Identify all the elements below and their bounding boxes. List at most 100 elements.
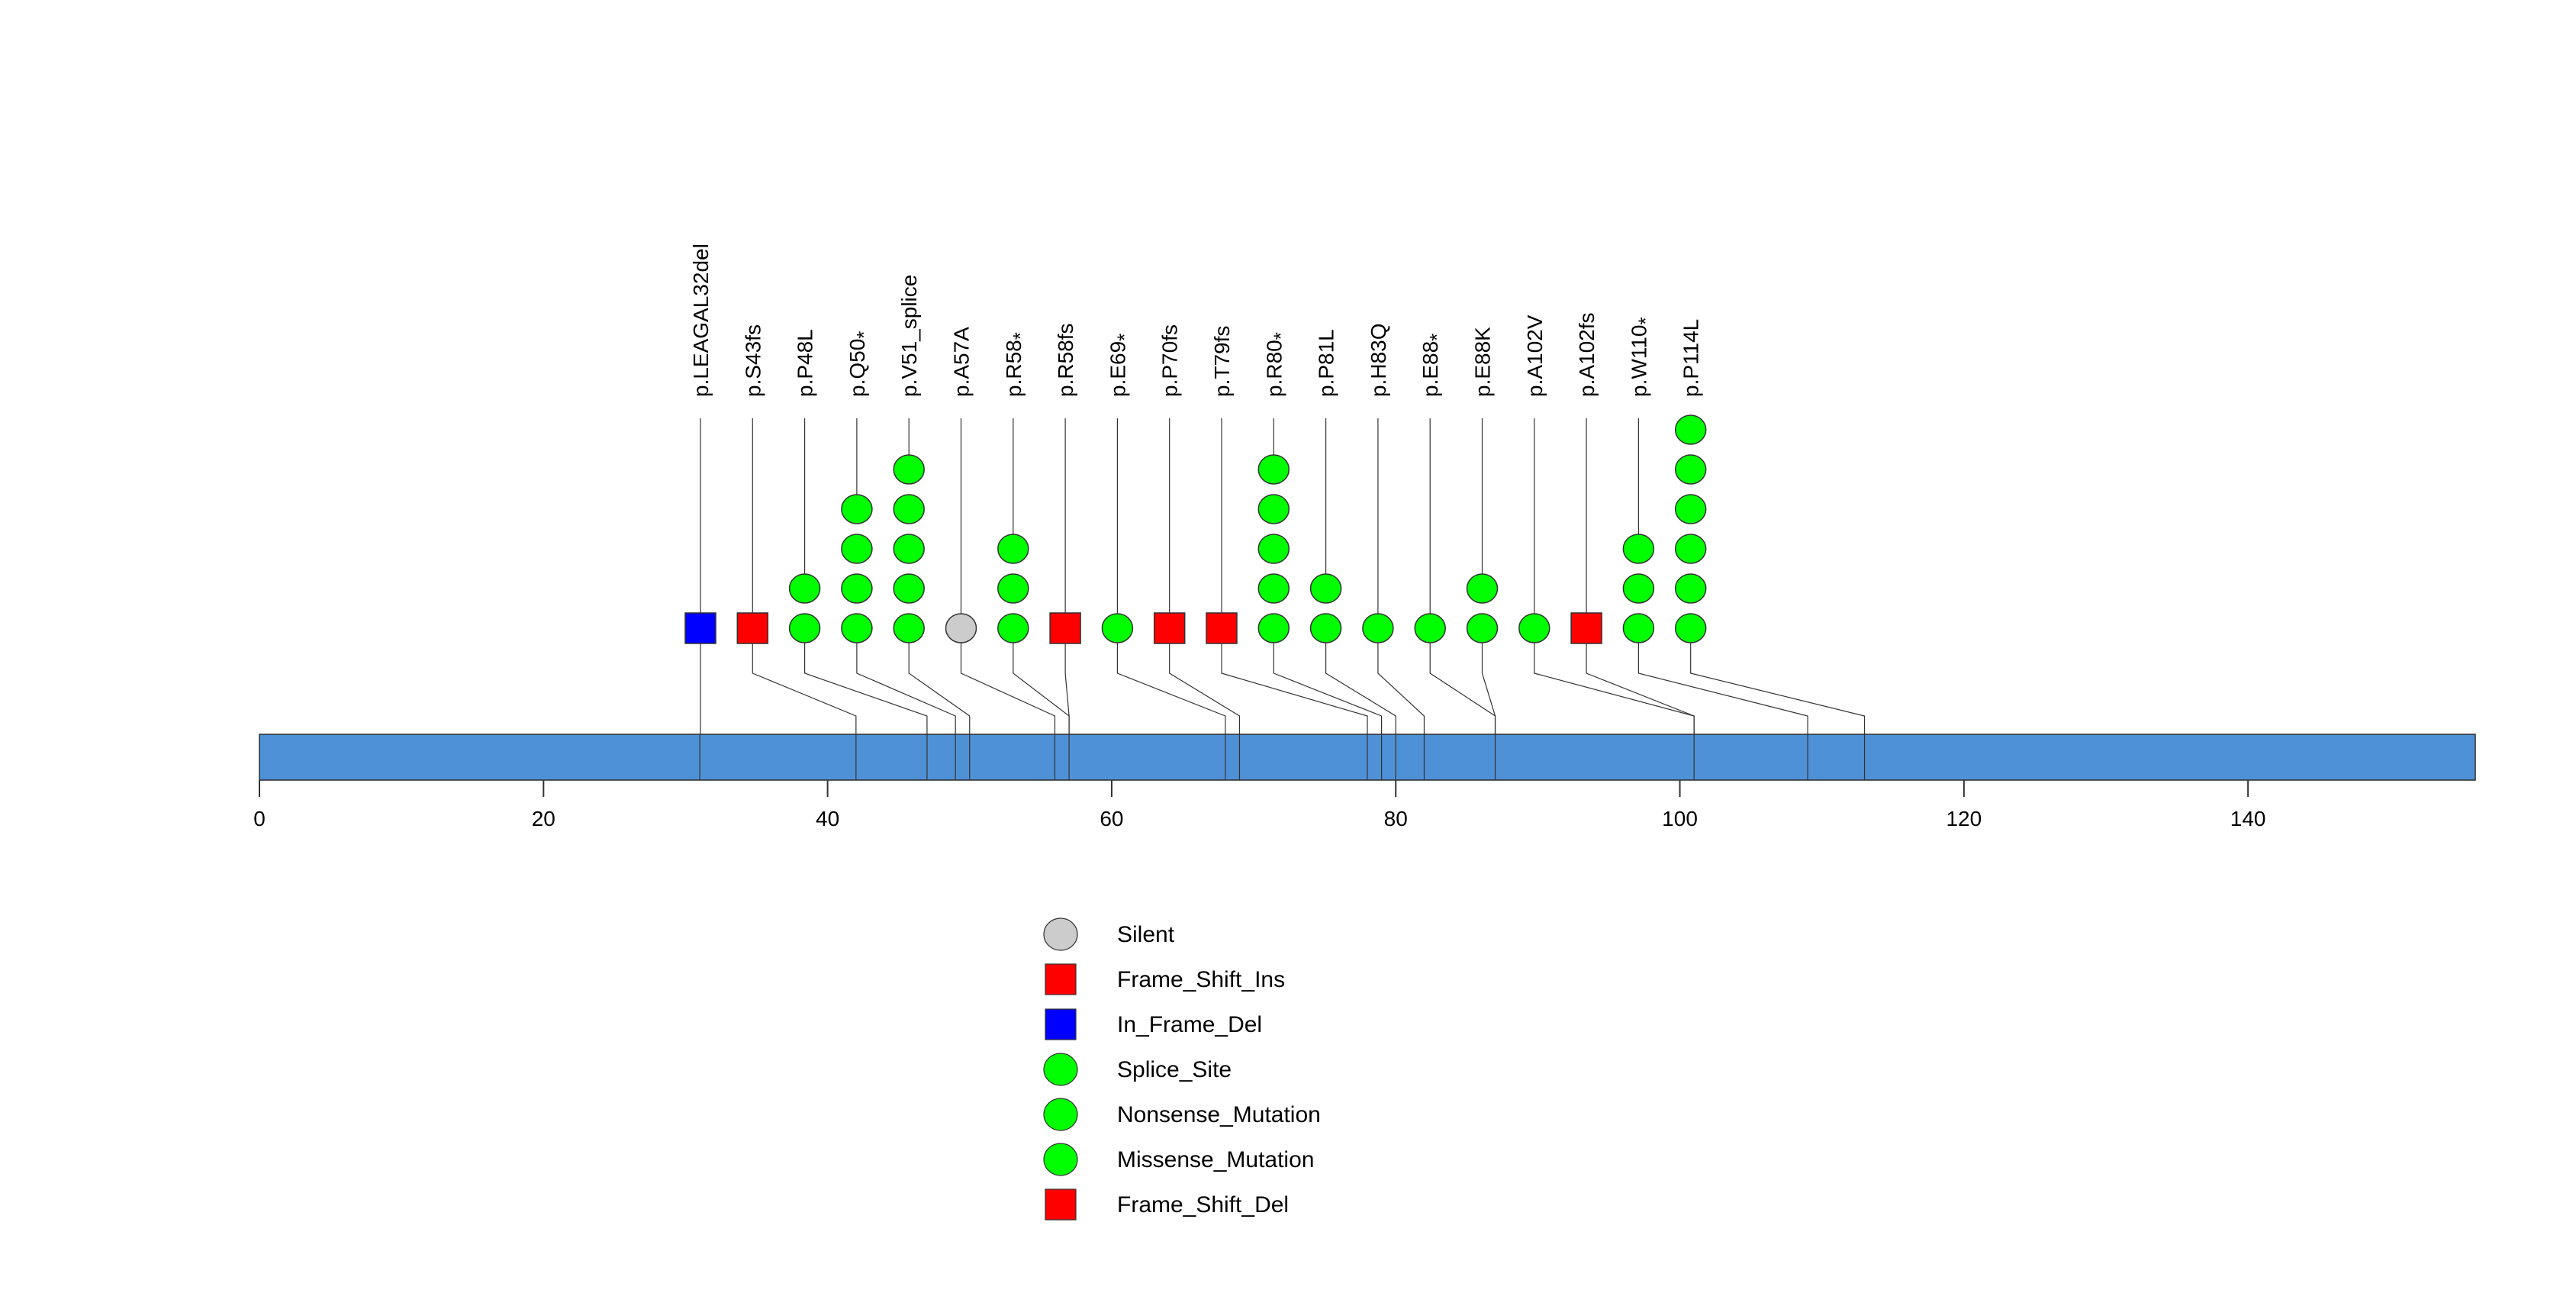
mutation-marker-circle (1674, 494, 1707, 524)
mutation-marker-circle (1257, 613, 1290, 643)
mutation-label: p.P48L (794, 329, 817, 397)
mutation-marker-circle (841, 613, 873, 643)
mutation-marker-circle (893, 573, 925, 604)
mutation-marker-circle (841, 494, 873, 524)
x-tick-label: 100 (1662, 807, 1698, 830)
nonsense-star: * (1269, 332, 1292, 340)
nonsense-star: * (1113, 334, 1135, 341)
x-tick-label: 20 (532, 807, 555, 830)
connector-lines (700, 628, 1866, 734)
mutation-marker-circle (893, 494, 925, 524)
mutation-marker-circle (1309, 573, 1342, 604)
mutation-label: p.R80* (1262, 332, 1292, 397)
legend-label: Frame_Shift_Ins (1117, 967, 1285, 992)
connector-line (1273, 628, 1383, 734)
mutation-label: p.H83Q (1367, 324, 1390, 398)
mutation-label: p.W110* (1627, 317, 1657, 397)
mutation-marker-circle (1674, 613, 1707, 643)
connector-line (1481, 628, 1496, 734)
mutation-label: p.Q50* (845, 331, 875, 397)
x-tick-label: 140 (2230, 807, 2266, 830)
mutation-marker-circle (1674, 534, 1707, 564)
mutation-marker-circle (997, 613, 1029, 643)
mutation-marker-square (1049, 612, 1081, 644)
lollipop-stems (700, 418, 1692, 628)
x-tick-label: 60 (1100, 807, 1123, 830)
connector-line (856, 628, 956, 734)
nonsense-star: * (1009, 332, 1032, 340)
nonsense-star: * (852, 331, 875, 339)
mutation-marker-circle (1309, 613, 1342, 643)
x-tick-label: 40 (816, 807, 839, 830)
mutation-marker-circle (1674, 573, 1707, 604)
mutation-marker-square (736, 612, 769, 644)
mutation-marker-square (1153, 612, 1186, 644)
mutation-marker-circle (1518, 613, 1550, 643)
mutation-marker-circle (1257, 534, 1290, 564)
mutation-marker-square (1570, 612, 1602, 644)
connector-line (908, 628, 971, 734)
legend-label: Splice_Site (1117, 1057, 1232, 1082)
connector-line (752, 628, 857, 734)
legend-swatch-circle (1043, 918, 1078, 951)
mutation-label: p.P114L (1679, 319, 1703, 397)
nonsense-star: * (1425, 334, 1448, 341)
mutation-marker-circle (1622, 573, 1655, 604)
legend-label: Nonsense_Mutation (1117, 1102, 1321, 1127)
mutation-label: p.E69* (1106, 334, 1135, 397)
connector-line (1586, 628, 1695, 734)
mutation-marker-circle (893, 454, 925, 485)
legend-swatch-circle (1043, 1053, 1078, 1086)
mutation-marker-circle (997, 573, 1029, 604)
nonsense-star: * (1634, 317, 1657, 324)
connector-line (1169, 628, 1241, 734)
legend-swatch-circle (1043, 1098, 1078, 1131)
mutation-marker-circle (841, 573, 873, 604)
mutation-marker-circle (1622, 613, 1655, 643)
x-tick-label: 80 (1384, 807, 1408, 830)
connector-line (1013, 628, 1070, 734)
mutation-marker-circle (1414, 613, 1446, 643)
mutation-marker-circle (1101, 613, 1134, 643)
mutation-labels: p.LEAGAL32del p.S43fs p.P48L p.Q50* p.V51_sp… (689, 243, 1703, 397)
connector-line (1116, 628, 1226, 734)
mutation-label: p.LEAGAL32del (689, 243, 713, 397)
mutation-marker-circle (1362, 613, 1394, 643)
x-axis: 0 20 40 60 80 100 120 140 (253, 780, 2266, 830)
connector-line (1377, 628, 1425, 734)
mutation-label: p.P81L (1315, 329, 1338, 397)
connector-line (1325, 628, 1396, 734)
position-lines (699, 734, 1866, 780)
mutation-marker-circle (788, 613, 821, 643)
mutation-label: p.E88K (1471, 327, 1495, 397)
mutation-label: p.R58fs (1054, 324, 1077, 398)
mutation-marker-square (1206, 612, 1238, 644)
mutation-marker-circle (893, 534, 925, 564)
mutation-marker-circle (788, 573, 821, 604)
mutation-label: p.V51_splice (897, 275, 921, 397)
connector-line (1221, 628, 1368, 734)
legend-label: Missense_Mutation (1117, 1147, 1314, 1172)
mutation-marker-circle (945, 613, 977, 643)
connector-line (803, 628, 928, 734)
mutation-marker-circle (1257, 454, 1290, 485)
mutation-marker-circle (1257, 573, 1290, 604)
connector-line (1064, 628, 1070, 734)
mutation-label: p.S43fs (741, 324, 765, 397)
legend-label: In_Frame_Del (1117, 1012, 1262, 1037)
connector-line (1429, 628, 1496, 734)
mutation-marker-circle (1622, 534, 1655, 564)
mutation-marker-circle (893, 613, 925, 643)
legend-swatch-square (1045, 1008, 1077, 1040)
legend-swatch-square (1045, 1188, 1077, 1221)
legend: Silent Frame_Shift_Ins In_Frame_Del Splice_… (1043, 918, 1321, 1221)
x-tick-label: 120 (1946, 807, 1982, 830)
connector-line (1690, 628, 1866, 734)
mutation-label: p.A102fs (1575, 312, 1599, 397)
mutation-marker-circle (841, 534, 873, 564)
legend-swatch-circle (1043, 1143, 1078, 1176)
mutation-label: p.R58* (1002, 332, 1032, 397)
mutation-label: p.A57A (950, 327, 974, 397)
mutation-marker-circle (1466, 573, 1499, 604)
